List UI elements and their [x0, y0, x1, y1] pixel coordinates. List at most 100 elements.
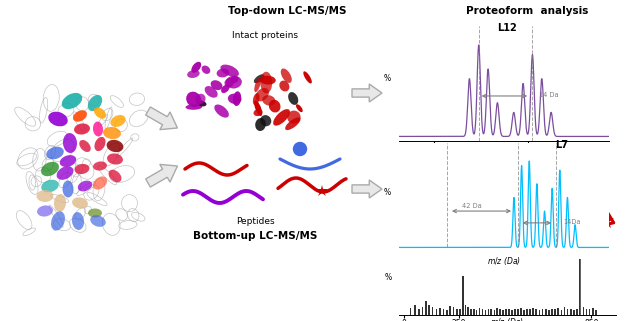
Bar [564, 307, 566, 315]
Ellipse shape [74, 124, 90, 134]
Ellipse shape [216, 68, 229, 77]
Ellipse shape [90, 215, 106, 227]
Polygon shape [145, 107, 177, 130]
Ellipse shape [221, 84, 229, 93]
Polygon shape [352, 180, 382, 198]
Ellipse shape [107, 153, 123, 165]
Bar [425, 301, 426, 315]
Ellipse shape [48, 112, 68, 126]
Ellipse shape [285, 117, 300, 130]
Circle shape [293, 143, 307, 155]
Bar [418, 309, 420, 315]
Bar [561, 310, 562, 315]
Ellipse shape [296, 104, 303, 112]
Ellipse shape [287, 110, 300, 124]
Ellipse shape [37, 205, 53, 217]
Ellipse shape [214, 104, 229, 118]
Bar [535, 309, 537, 315]
Ellipse shape [41, 180, 59, 192]
Bar [573, 310, 575, 315]
Bar [450, 306, 451, 315]
Ellipse shape [195, 94, 206, 104]
Bar [557, 308, 559, 315]
Ellipse shape [191, 62, 201, 73]
Ellipse shape [260, 115, 271, 126]
Bar [551, 309, 552, 315]
Text: Proteoform  analysis: Proteoform analysis [466, 6, 588, 16]
Bar [545, 309, 547, 315]
Ellipse shape [255, 118, 266, 131]
Text: $m/z$ (Da): $m/z$ (Da) [487, 255, 522, 267]
Bar [570, 309, 572, 315]
Y-axis label: %: % [383, 188, 391, 197]
Ellipse shape [255, 78, 261, 92]
Bar [517, 309, 519, 315]
Text: GATGLGL: GATGLGL [408, 230, 441, 239]
Bar [422, 307, 423, 315]
Ellipse shape [187, 70, 199, 78]
Ellipse shape [186, 92, 201, 107]
Ellipse shape [94, 107, 106, 119]
Text: Intact proteins: Intact proteins [232, 31, 298, 40]
Bar [586, 309, 587, 315]
Bar [490, 309, 492, 315]
Bar [488, 309, 489, 315]
Ellipse shape [262, 95, 275, 106]
Polygon shape [352, 84, 382, 102]
Bar [524, 310, 525, 315]
Ellipse shape [228, 94, 241, 104]
Bar [589, 309, 591, 315]
Bar [532, 308, 534, 315]
Bar [456, 309, 458, 315]
Ellipse shape [72, 212, 84, 230]
Ellipse shape [62, 93, 82, 109]
Text: 14Da: 14Da [564, 219, 581, 225]
Ellipse shape [60, 155, 76, 167]
Bar [476, 310, 477, 315]
Bar [500, 309, 501, 315]
Bar [443, 309, 445, 315]
Ellipse shape [51, 211, 65, 231]
Ellipse shape [260, 72, 272, 93]
Ellipse shape [204, 86, 218, 98]
Ellipse shape [202, 65, 210, 74]
Ellipse shape [230, 76, 238, 83]
Bar [453, 307, 454, 315]
Bar [462, 276, 464, 315]
Text: 14 Da: 14 Da [539, 92, 559, 98]
Bar [446, 310, 448, 315]
Bar [526, 309, 528, 315]
Bar [567, 309, 568, 315]
Ellipse shape [107, 140, 124, 152]
Ellipse shape [78, 181, 92, 191]
Bar [414, 305, 416, 315]
Ellipse shape [63, 180, 73, 197]
Bar [440, 308, 441, 315]
Bar [579, 259, 581, 315]
Ellipse shape [253, 93, 260, 105]
Bar [436, 309, 437, 315]
Y-axis label: %: % [385, 273, 392, 282]
Bar [479, 308, 480, 315]
Bar [539, 310, 540, 315]
Ellipse shape [211, 80, 223, 90]
Text: EAK: EAK [451, 230, 466, 239]
Bar [520, 308, 522, 315]
Ellipse shape [273, 109, 290, 126]
Ellipse shape [224, 78, 234, 87]
Text: L12: L12 [497, 23, 517, 33]
Ellipse shape [46, 147, 64, 159]
Text: L7: L7 [555, 140, 568, 150]
Ellipse shape [288, 92, 298, 105]
Ellipse shape [253, 109, 263, 116]
Bar [592, 308, 594, 315]
Bar [542, 309, 544, 315]
Ellipse shape [88, 209, 102, 218]
Ellipse shape [88, 95, 102, 111]
Ellipse shape [254, 74, 265, 83]
Bar [576, 309, 578, 315]
Ellipse shape [79, 140, 91, 152]
Ellipse shape [256, 88, 269, 101]
Bar [473, 309, 475, 315]
Ellipse shape [72, 197, 88, 209]
